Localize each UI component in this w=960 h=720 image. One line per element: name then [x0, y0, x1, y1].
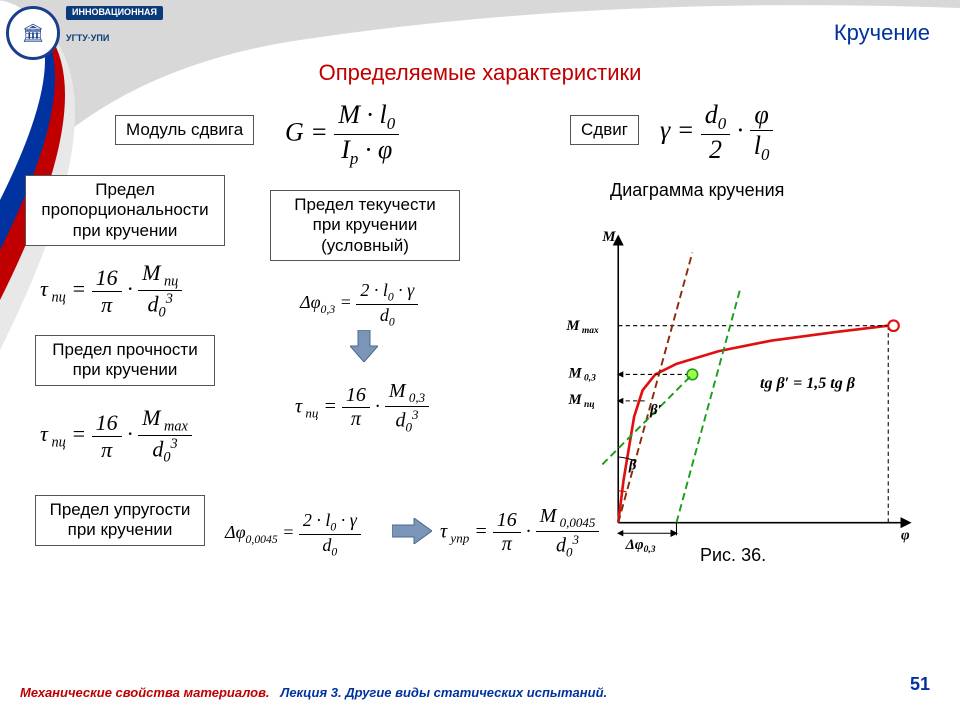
arrow-right-icon	[392, 518, 432, 544]
footer-course: Механические свойства материалов.	[20, 685, 270, 700]
box-prop-limit: Предел пропорциональности при кручении	[25, 175, 225, 246]
formula-gamma: γ = d02 · φl0	[660, 100, 773, 165]
tg-relation: tg β′ = 1,5 tg β	[760, 375, 855, 393]
torsion-diagram: M φ β β′ M max M 0,3 M пц Δφ0,3	[560, 205, 920, 565]
axis-x-label: φ	[901, 528, 910, 544]
formula-dphi03: Δφ0,3 = 2 · l0 · γd0	[300, 280, 418, 328]
beta-label: β	[628, 458, 637, 474]
box-shear: Сдвиг	[570, 115, 639, 145]
box-shear-modulus: Модуль сдвига	[115, 115, 254, 145]
logo-univ: УГТУ·УПИ	[66, 34, 109, 43]
axis-y-label: M	[601, 229, 616, 245]
formula-tau-03: τ пц = 16π · M 0,3d03	[295, 380, 429, 436]
topic-label: Кручение	[834, 20, 930, 46]
chart-title: Диаграмма кручения	[610, 180, 784, 201]
formula-dphi00045: Δφ0,0045 = 2 · l0 · γd0	[225, 510, 361, 558]
mmax-label: M max	[565, 318, 599, 336]
page-title: Определяемые характеристики	[0, 60, 960, 86]
logo-circle: 🏛	[6, 6, 60, 60]
logo: 🏛 ИННОВАЦИОННАЯ УГТУ·УПИ	[4, 4, 184, 64]
footer: Механические свойства материалов. Лекция…	[20, 685, 607, 700]
m03-label: M 0,3	[567, 366, 596, 384]
box-strength-limit: Предел прочности при кручении	[35, 335, 215, 386]
beta-prime-label: β′	[649, 403, 662, 419]
footer-lecture: Лекция 3. Другие виды статических испыта…	[280, 685, 607, 700]
mpc-label: M пц	[567, 392, 594, 410]
building-icon: 🏛	[22, 23, 45, 44]
chart-caption: Рис. 36.	[700, 545, 766, 566]
formula-tau-pc: τ пц = 16π · M пцd03	[40, 260, 182, 322]
arrow-down-icon	[350, 330, 378, 362]
box-elastic-limit: Предел упругости при кручении	[35, 495, 205, 546]
page-number: 51	[910, 674, 930, 695]
box-yield-limit: Предел текучести при кручении (условный)	[270, 190, 460, 261]
logo-badge: ИННОВАЦИОННАЯ	[66, 6, 163, 20]
formula-tau-max: τ пц = 16π · M maxd03	[40, 405, 192, 467]
formula-G: G = M · l0Ip · φ	[285, 100, 399, 169]
dphi-label: Δφ0,3	[625, 537, 656, 555]
